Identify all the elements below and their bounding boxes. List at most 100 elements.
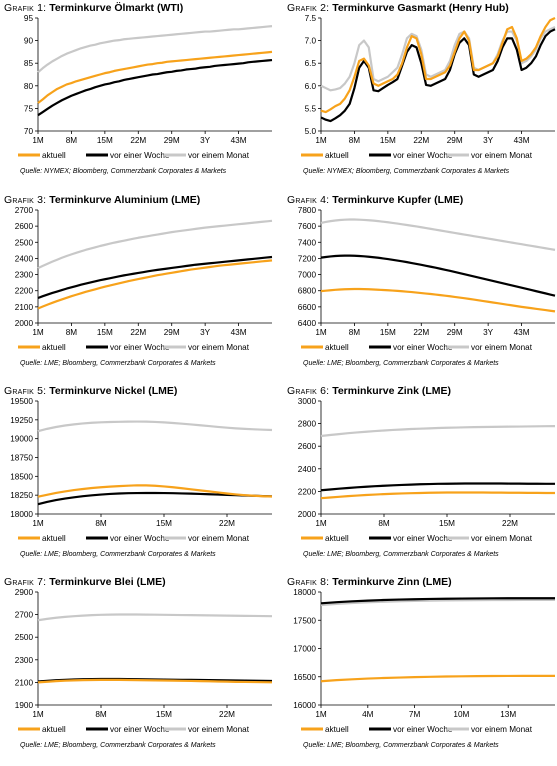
legend-label: vor einem Monat bbox=[188, 534, 250, 543]
x-tick-label: 3Y bbox=[483, 328, 494, 337]
chart-panel-henry-hub: Grafik 2: Terminkurve Gasmarkt (Henry Hu… bbox=[287, 2, 557, 192]
chart-title: Grafik 1: Terminkurve Ölmarkt (WTI) bbox=[4, 2, 183, 14]
series-line bbox=[37, 420, 273, 433]
series-line bbox=[37, 25, 273, 74]
y-tick-label: 7000 bbox=[298, 271, 317, 280]
chart-title: Grafik 5: Terminkurve Nickel (LME) bbox=[4, 385, 177, 397]
chart-title-text: Terminkurve Blei (LME) bbox=[49, 576, 166, 588]
y-tick-label: 2200 bbox=[298, 487, 317, 496]
y-tick-label: 85 bbox=[24, 59, 34, 68]
y-tick-label: 75 bbox=[24, 104, 34, 113]
chart-title-text: Terminkurve Gasmarkt (Henry Hub) bbox=[332, 2, 509, 14]
y-tick-label: 2400 bbox=[298, 465, 317, 474]
y-tick-label: 2100 bbox=[15, 678, 34, 687]
legend-label: aktuell bbox=[325, 534, 349, 543]
legend-label: vor einer Woche bbox=[110, 534, 170, 543]
y-tick-label: 16500 bbox=[293, 673, 316, 682]
series-line bbox=[37, 484, 273, 498]
x-tick-label: 29M bbox=[164, 328, 180, 337]
chart-ref: Grafik 1: bbox=[4, 2, 47, 14]
x-tick-label: 3Y bbox=[200, 328, 211, 337]
y-tick-label: 19500 bbox=[10, 397, 33, 406]
y-tick-label: 16000 bbox=[293, 701, 316, 710]
legend-label: vor einem Monat bbox=[188, 151, 250, 160]
y-tick-label: 6600 bbox=[298, 303, 317, 312]
chart-title: Grafik 4: Terminkurve Kupfer (LME) bbox=[287, 194, 463, 206]
chart-panel-blei: Grafik 7: Terminkurve Blei (LME) 1900 210… bbox=[4, 576, 274, 766]
x-tick-label: 3Y bbox=[200, 136, 211, 145]
y-tick-label: 2500 bbox=[15, 238, 34, 247]
legend-label: aktuell bbox=[325, 151, 349, 160]
x-tick-label: 7M bbox=[409, 710, 421, 719]
legend-label: aktuell bbox=[42, 534, 66, 543]
legend-label: vor einer Woche bbox=[110, 725, 170, 734]
x-tick-label: 15M bbox=[97, 328, 113, 337]
y-tick-label: 18000 bbox=[293, 588, 316, 597]
legend-label: vor einem Monat bbox=[471, 534, 533, 543]
y-tick-label: 7400 bbox=[298, 238, 317, 247]
x-tick-label: 22M bbox=[130, 328, 146, 337]
chart-ref: Grafik 7: bbox=[4, 576, 47, 588]
chart-svg: 6400 6600 6800 7000 7200 7400 7600 7800 1M 8M 15M 2… bbox=[298, 206, 556, 367]
y-tick-label: 18500 bbox=[10, 472, 33, 481]
series-line bbox=[320, 17, 556, 114]
y-tick-label: 6.0 bbox=[305, 82, 317, 91]
series-line bbox=[320, 287, 556, 313]
x-tick-label: 15M bbox=[156, 519, 172, 528]
chart-title-text: Terminkurve Aluminium (LME) bbox=[49, 194, 201, 206]
legend-label: vor einem Monat bbox=[188, 343, 250, 352]
series-line bbox=[320, 674, 555, 683]
x-tick-label: 22M bbox=[502, 519, 518, 528]
y-tick-label: 2000 bbox=[298, 510, 317, 519]
series-line bbox=[320, 482, 555, 492]
x-tick-label: 1M bbox=[315, 136, 327, 145]
y-tick-label: 1900 bbox=[15, 701, 34, 710]
y-tick-label: 80 bbox=[24, 82, 34, 91]
x-tick-label: 10M bbox=[453, 710, 469, 719]
y-tick-label: 5.5 bbox=[305, 104, 317, 113]
chart-panel-aluminium: Grafik 3: Terminkurve Aluminium (LME) 20… bbox=[4, 194, 274, 384]
legend-label: vor einer Woche bbox=[393, 534, 453, 543]
chart-ref: Grafik 4: bbox=[287, 194, 330, 206]
x-tick-label: 43M bbox=[514, 136, 530, 145]
y-tick-label: 7.0 bbox=[305, 37, 317, 46]
legend-label: vor einem Monat bbox=[471, 343, 533, 352]
y-tick-label: 2300 bbox=[15, 271, 34, 280]
chart-panel-wti: Grafik 1: Terminkurve Ölmarkt (WTI) 70 75… bbox=[4, 2, 274, 192]
y-tick-label: 2400 bbox=[15, 254, 34, 263]
legend-label: vor einer Woche bbox=[393, 151, 453, 160]
legend-label: aktuell bbox=[42, 725, 66, 734]
series-line bbox=[320, 254, 556, 297]
source-note: Quelle: LME; Bloomberg, Commerzbank Corp… bbox=[20, 360, 216, 367]
x-tick-label: 1M bbox=[315, 519, 327, 528]
source-note: Quelle: LME; Bloomberg, Commerzbank Corp… bbox=[20, 742, 216, 749]
y-tick-label: 2600 bbox=[298, 442, 317, 451]
x-tick-label: 15M bbox=[380, 328, 396, 337]
x-tick-label: 29M bbox=[164, 136, 180, 145]
legend-label: vor einer Woche bbox=[393, 725, 453, 734]
y-tick-label: 6800 bbox=[298, 287, 317, 296]
x-tick-label: 22M bbox=[219, 710, 235, 719]
y-tick-label: 90 bbox=[24, 37, 34, 46]
y-tick-label: 18250 bbox=[10, 491, 33, 500]
x-tick-label: 29M bbox=[447, 136, 463, 145]
series-line bbox=[320, 491, 555, 500]
chart-title: Grafik 3: Terminkurve Aluminium (LME) bbox=[4, 194, 200, 206]
chart-ref: Grafik 2: bbox=[287, 2, 330, 14]
legend-label: aktuell bbox=[325, 343, 349, 352]
x-tick-label: 22M bbox=[413, 136, 429, 145]
x-tick-label: 22M bbox=[219, 519, 235, 528]
y-tick-label: 2700 bbox=[15, 611, 34, 620]
x-tick-label: 43M bbox=[231, 328, 247, 337]
legend-label: vor einem Monat bbox=[471, 725, 533, 734]
x-tick-label: 1M bbox=[315, 710, 327, 719]
chart-title-text: Terminkurve Zink (LME) bbox=[332, 385, 452, 397]
y-tick-label: 7800 bbox=[298, 206, 317, 215]
source-note: Quelle: NYMEX; Bloomberg, Commerzbank Co… bbox=[303, 168, 510, 175]
chart-ref: Grafik 8: bbox=[287, 576, 330, 588]
chart-panel-kupfer: Grafik 4: Terminkurve Kupfer (LME) 6400 6… bbox=[287, 194, 557, 384]
chart-svg: 18000 18250 18500 18750 19000 19250 19500 1M 8M 1… bbox=[10, 397, 273, 558]
y-tick-label: 7.5 bbox=[305, 14, 317, 23]
x-tick-label: 8M bbox=[66, 136, 78, 145]
y-tick-label: 2000 bbox=[15, 319, 34, 328]
